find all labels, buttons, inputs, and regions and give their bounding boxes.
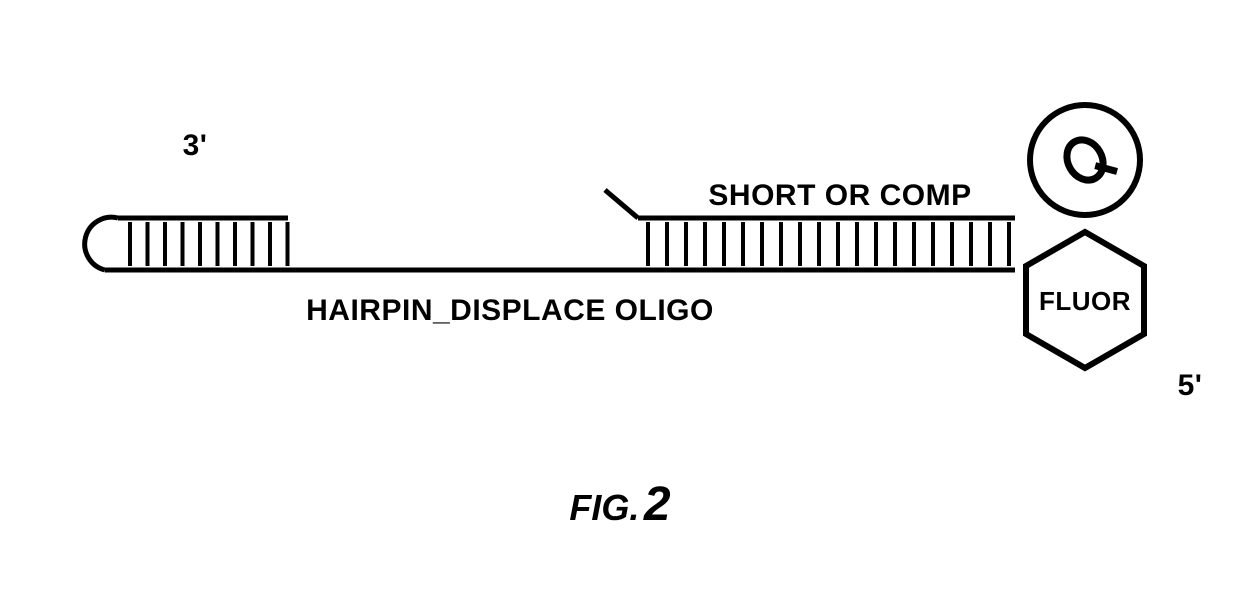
three-prime-label: 3' (183, 129, 208, 162)
comp-strand-tick (605, 190, 638, 218)
figure-caption: FIG. 2 (569, 478, 670, 531)
hairpin-displace-label: HAIRPIN_DISPLACE OLIGO (306, 294, 714, 327)
fig-number: 2 (643, 478, 671, 531)
hairpin-rungs (130, 222, 288, 266)
five-prime-label: 5' (1178, 369, 1203, 402)
figure-diagram: FLUOR 3' 5' SHORT OR COMP HAIRPIN_DISPLA… (0, 0, 1240, 593)
hairpin-loop (85, 217, 118, 270)
quencher-letter (1060, 131, 1117, 191)
quencher-circle (1030, 105, 1140, 215)
fig-prefix: FIG. (569, 487, 639, 528)
fluor-label: FLUOR (1039, 286, 1131, 316)
comp-rungs (648, 222, 1009, 266)
short-or-comp-label: SHORT OR COMP (708, 179, 971, 212)
